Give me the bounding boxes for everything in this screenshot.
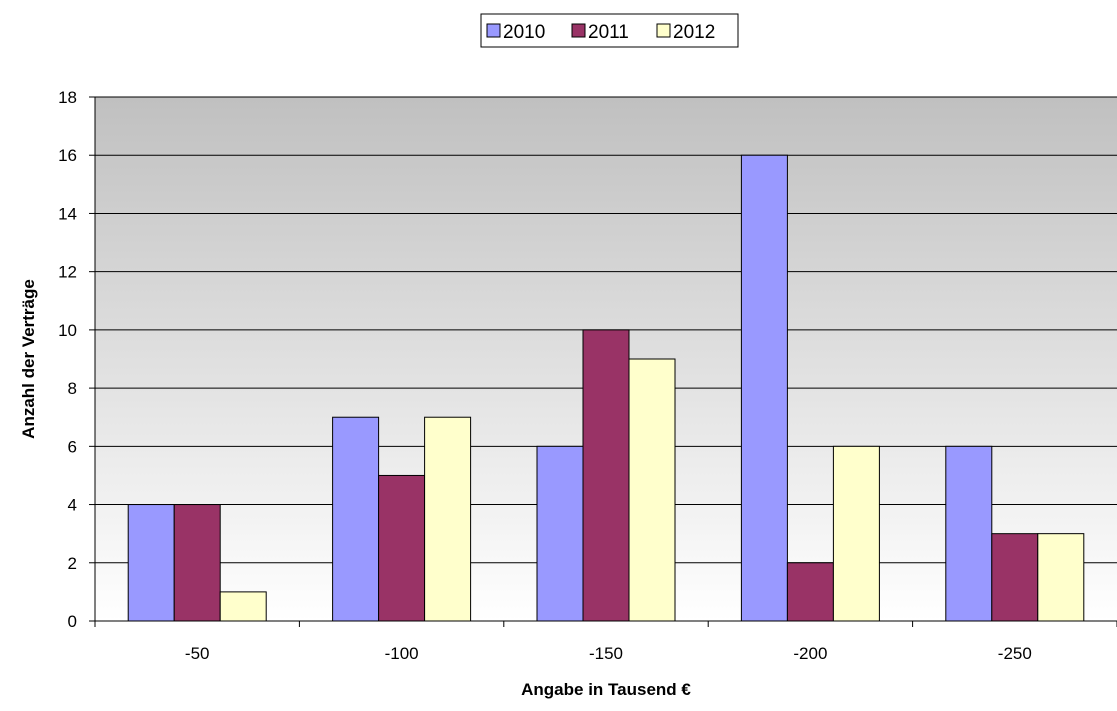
bar-2010-2 — [536, 445, 584, 622]
x-axis-title: Angabe in Tausend € — [521, 680, 691, 699]
x-axis-ticks: -50 -100 -150 -200 -250 — [94, 621, 1117, 663]
bar-2012-2 — [628, 358, 676, 622]
bar-2010-4 — [945, 445, 993, 622]
legend-label-2012: 2012 — [673, 22, 715, 43]
bar-2011-2 — [582, 329, 630, 622]
legend-swatch-2012 — [656, 23, 671, 38]
y-axis-title: Anzahl der Verträge — [19, 279, 38, 439]
x-tick-label: -200 — [793, 644, 827, 663]
legend: 2010 2011 2012 — [480, 13, 739, 48]
legend-box — [480, 13, 739, 48]
x-tick-label: -50 — [185, 644, 210, 663]
bar-2012-0 — [219, 591, 267, 622]
legend-label-2011: 2011 — [588, 22, 629, 43]
x-tick-label: -150 — [589, 644, 623, 663]
bar-2011-1 — [378, 474, 426, 622]
y-axis-ticks: 0 2 4 6 8 10 12 14 16 18 — [58, 88, 95, 631]
y-tick-label: 6 — [68, 437, 77, 456]
y-tick-label: 14 — [58, 204, 77, 223]
x-tick-label: -250 — [998, 644, 1032, 663]
bar-2011-0 — [173, 504, 221, 622]
legend-label-2010: 2010 — [503, 22, 545, 43]
y-tick-label: 18 — [58, 88, 77, 107]
bar-2010-3 — [740, 154, 788, 622]
bar-2012-4 — [1037, 533, 1085, 622]
bar-2010-1 — [332, 416, 380, 622]
legend-swatch-2011 — [571, 23, 586, 38]
y-tick-label: 16 — [58, 146, 77, 165]
bar-2012-3 — [832, 445, 880, 622]
x-tick-label: -100 — [385, 644, 419, 663]
bar-2012-1 — [424, 416, 472, 622]
y-tick-label: 4 — [68, 496, 77, 515]
y-tick-label: 0 — [68, 612, 77, 631]
y-tick-label: 12 — [58, 263, 77, 282]
y-tick-label: 8 — [68, 379, 77, 398]
bar-2010-0 — [127, 504, 175, 622]
legend-swatch-2010 — [486, 23, 501, 38]
bar-2011-4 — [991, 533, 1039, 622]
bars — [127, 154, 1085, 622]
y-tick-label: 10 — [58, 321, 77, 340]
y-tick-label: 2 — [68, 554, 77, 573]
bar-2011-3 — [786, 562, 834, 622]
